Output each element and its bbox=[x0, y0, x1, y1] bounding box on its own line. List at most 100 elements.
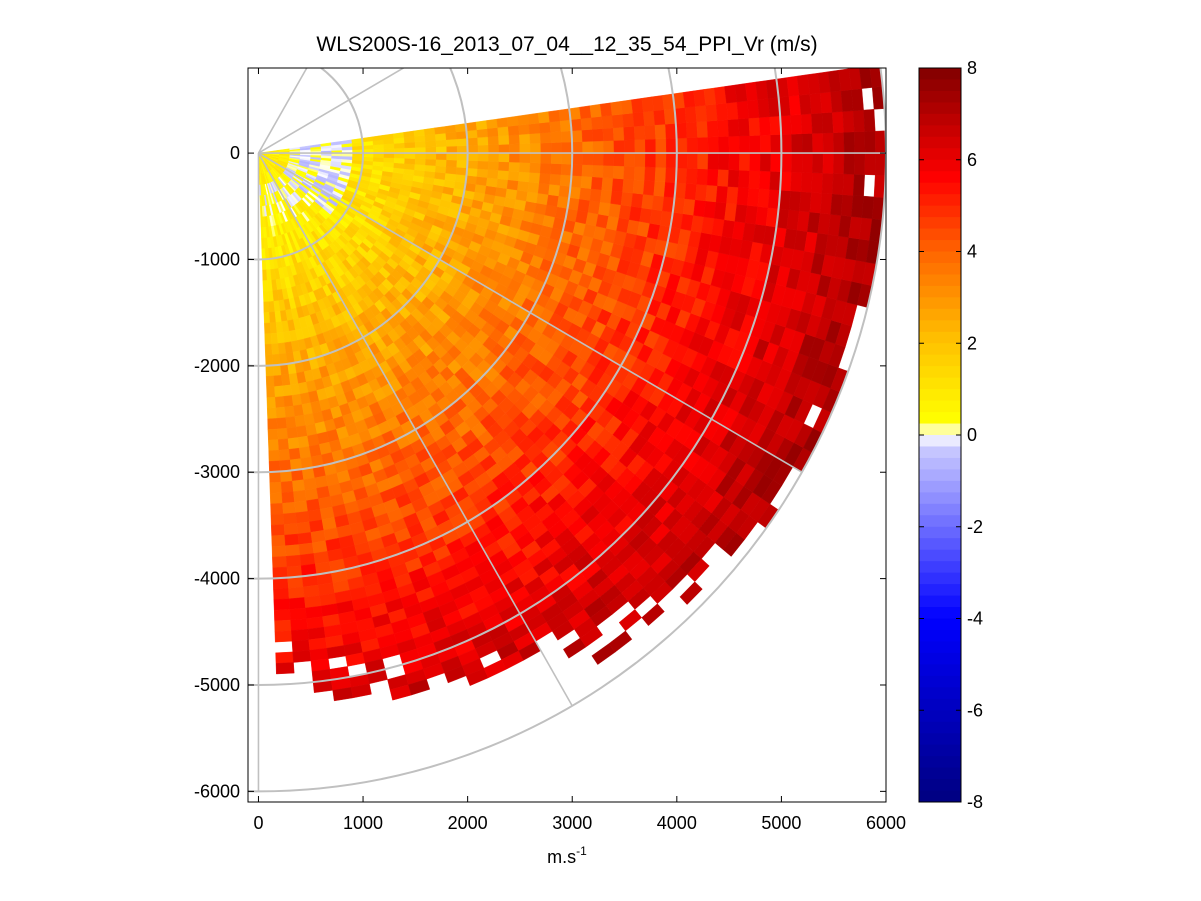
velocity-cell bbox=[726, 186, 739, 205]
velocity-cell bbox=[869, 68, 883, 88]
velocity-cell bbox=[644, 166, 656, 182]
velocity-cell bbox=[425, 146, 437, 154]
velocity-cell bbox=[265, 365, 275, 377]
velocity-cell bbox=[613, 139, 625, 154]
velocity-cell bbox=[269, 481, 283, 494]
velocity-cell bbox=[830, 90, 843, 113]
colorbar-tick-8: 8 bbox=[967, 58, 977, 78]
velocity-cell bbox=[696, 120, 709, 138]
colorbar-band bbox=[919, 641, 961, 654]
velocity-cell bbox=[707, 152, 719, 170]
velocity-cell bbox=[265, 354, 274, 366]
velocity-cell bbox=[456, 138, 468, 147]
velocity-cell bbox=[466, 129, 478, 139]
colorbar-band bbox=[919, 308, 961, 321]
colorbar-band bbox=[919, 136, 961, 149]
velocity-cell bbox=[854, 131, 866, 154]
velocity-cell bbox=[292, 650, 312, 663]
velocity-cell bbox=[404, 147, 416, 154]
velocity-cell bbox=[519, 152, 531, 164]
colorbar-tick-m2: -2 bbox=[967, 517, 983, 537]
velocity-cell bbox=[298, 446, 312, 459]
velocity-cell bbox=[695, 105, 708, 123]
colorbar-band bbox=[919, 492, 961, 505]
velocity-cell bbox=[456, 159, 468, 169]
velocity-cell bbox=[641, 193, 654, 210]
velocity-cell bbox=[581, 129, 594, 142]
colorbar-band bbox=[919, 79, 961, 92]
velocity-cell bbox=[821, 112, 834, 134]
colorbar-band bbox=[919, 698, 961, 711]
colorbar-band bbox=[919, 297, 961, 310]
velocity-cell bbox=[273, 375, 283, 387]
colorbar-band bbox=[919, 366, 961, 379]
velocity-cell bbox=[603, 152, 615, 166]
velocity-cell bbox=[487, 127, 499, 138]
velocity-cell bbox=[608, 630, 633, 653]
velocity-cell bbox=[264, 333, 272, 345]
colorbar-band bbox=[919, 389, 961, 402]
velocity-cell bbox=[292, 479, 306, 492]
velocity-cell bbox=[307, 509, 323, 523]
velocity-cell bbox=[623, 165, 636, 181]
velocity-cell bbox=[435, 159, 447, 167]
velocity-cell bbox=[446, 159, 458, 168]
velocity-cell bbox=[455, 166, 468, 176]
colorbar-band bbox=[919, 90, 961, 103]
velocity-cell bbox=[297, 532, 313, 545]
velocity-cell bbox=[599, 189, 613, 204]
colorbar-band bbox=[919, 618, 961, 631]
axes-box bbox=[247, 67, 887, 803]
velocity-cell bbox=[665, 123, 677, 139]
velocity-cell bbox=[822, 132, 834, 154]
velocity-cell bbox=[788, 190, 802, 212]
velocity-cell bbox=[832, 111, 845, 133]
velocity-cell bbox=[341, 155, 353, 161]
velocity-cell bbox=[414, 163, 426, 172]
velocity-cell bbox=[861, 195, 875, 219]
velocity-cell bbox=[682, 90, 696, 108]
velocity-cell bbox=[610, 101, 623, 116]
velocity-cell bbox=[272, 353, 281, 366]
velocity-cell bbox=[404, 152, 416, 159]
velocity-cell bbox=[582, 140, 594, 154]
velocity-cell bbox=[791, 152, 803, 173]
velocity-cell bbox=[864, 152, 876, 176]
velocity-cell bbox=[425, 140, 437, 148]
velocity-cell bbox=[770, 152, 782, 172]
velocity-cell bbox=[580, 117, 593, 131]
colorbar-band bbox=[919, 549, 961, 562]
velocity-cell bbox=[654, 123, 667, 140]
velocity-cell bbox=[705, 103, 718, 122]
colorbar-band bbox=[919, 652, 961, 665]
velocity-cell bbox=[748, 117, 761, 136]
velocity-cell bbox=[788, 95, 802, 116]
velocity-cell bbox=[303, 584, 320, 598]
velocity-cell bbox=[487, 135, 500, 146]
colorbar-band bbox=[919, 607, 961, 619]
velocity-cell bbox=[273, 609, 291, 622]
velocity-cell bbox=[298, 542, 315, 556]
velocity-cell bbox=[507, 170, 520, 182]
y-tick-label-m3000: -3000 bbox=[194, 462, 240, 482]
velocity-cell bbox=[272, 556, 288, 568]
velocity-cell bbox=[799, 93, 812, 115]
velocity-cell bbox=[506, 115, 519, 127]
velocity-cell bbox=[509, 143, 521, 154]
velocity-cell bbox=[561, 152, 573, 165]
velocity-cell bbox=[467, 145, 479, 154]
velocity-cell bbox=[506, 179, 519, 191]
velocity-cell bbox=[833, 132, 845, 154]
velocity-cell bbox=[770, 134, 782, 154]
velocity-cell bbox=[848, 68, 863, 90]
velocity-cell bbox=[727, 118, 740, 137]
velocity-cell bbox=[695, 184, 708, 202]
velocity-cell bbox=[631, 192, 644, 209]
colorbar-band bbox=[919, 446, 961, 459]
colorbar-band bbox=[919, 240, 961, 252]
velocity-cell bbox=[560, 130, 573, 143]
velocity-cell bbox=[498, 135, 510, 145]
velocity-cell bbox=[833, 152, 845, 175]
velocity-cell bbox=[819, 91, 833, 114]
velocity-cell bbox=[517, 114, 530, 126]
